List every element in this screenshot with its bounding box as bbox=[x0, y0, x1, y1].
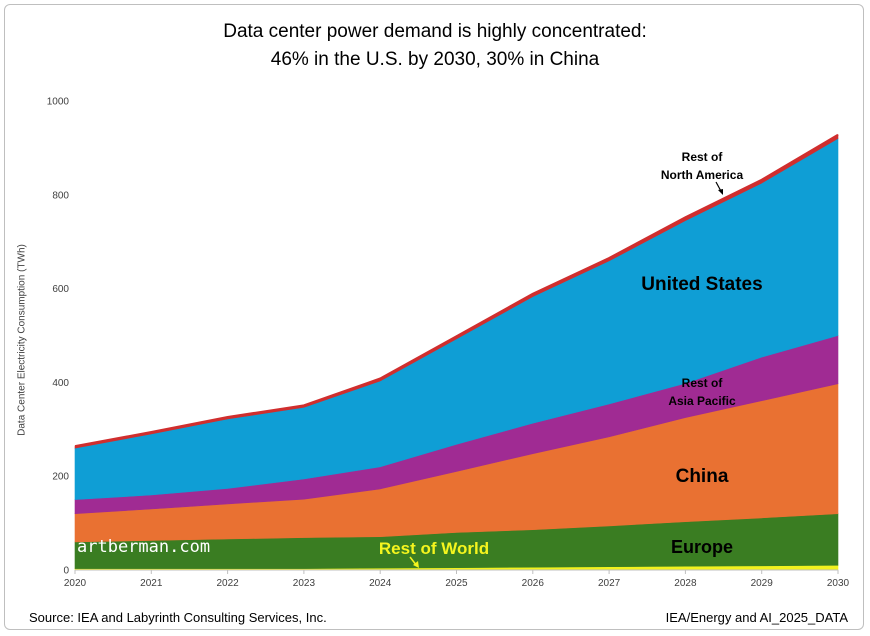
chart-title-line-1: Data center power demand is highly conce… bbox=[223, 21, 647, 42]
source-note: Source: IEA and Labyrinth Consulting Ser… bbox=[29, 610, 327, 625]
y-tick-label: 200 bbox=[52, 472, 69, 483]
x-tick-label: 2024 bbox=[369, 578, 392, 589]
x-tick-label: 2025 bbox=[445, 578, 468, 589]
y-tick-label: 0 bbox=[63, 566, 69, 577]
x-tick-label: 2023 bbox=[293, 578, 316, 589]
label-rest-of-north-america-1: Rest of bbox=[682, 150, 724, 164]
x-tick-label: 2028 bbox=[674, 578, 697, 589]
chart-title: Data center power demand is highly conce… bbox=[0, 18, 870, 74]
dataset-note: IEA/Energy and AI_2025_DATA bbox=[665, 610, 848, 625]
label-china: China bbox=[676, 466, 729, 487]
y-tick-label: 800 bbox=[52, 190, 69, 201]
x-tick-label: 2021 bbox=[140, 578, 163, 589]
x-tick-label: 2022 bbox=[216, 578, 239, 589]
watermark-text: artberman.com bbox=[77, 537, 210, 557]
label-rest-of-asia-pacific-2: Asia Pacific bbox=[668, 394, 736, 408]
y-tick-label: 1000 bbox=[47, 97, 70, 108]
label-rest-of-world: Rest of World bbox=[379, 539, 489, 558]
arrowhead-rest-of-world bbox=[413, 561, 419, 568]
x-tick-label: 2020 bbox=[64, 578, 87, 589]
x-tick-label: 2030 bbox=[827, 578, 850, 589]
label-europe: Europe bbox=[671, 537, 733, 557]
arrowhead-rest-of-north-america bbox=[718, 189, 723, 195]
y-tick-label: 600 bbox=[52, 284, 69, 295]
x-tick-label: 2027 bbox=[598, 578, 621, 589]
label-rest-of-asia-pacific-1: Rest of bbox=[682, 376, 724, 390]
label-rest-of-north-america-2: North America bbox=[661, 168, 744, 182]
x-tick-label: 2026 bbox=[522, 578, 545, 589]
chart-title-line-2: 46% in the U.S. by 2030, 30% in China bbox=[270, 49, 600, 70]
y-tick-label: 400 bbox=[52, 378, 69, 389]
x-tick-label: 2029 bbox=[751, 578, 774, 589]
line-rest-of-north-america bbox=[74, 133, 839, 448]
label-united-states: United States bbox=[641, 274, 762, 295]
